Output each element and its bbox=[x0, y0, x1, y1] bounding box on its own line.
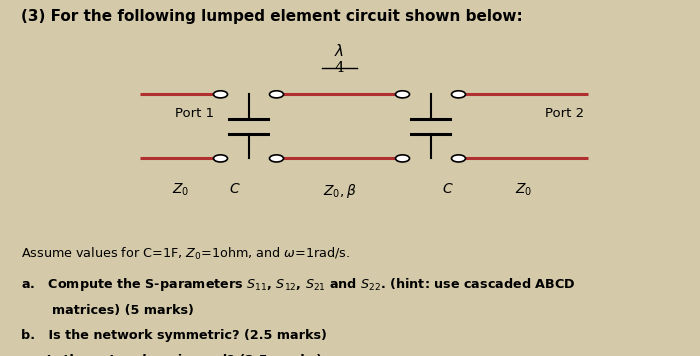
Text: $C$: $C$ bbox=[229, 182, 240, 195]
Text: Port 2: Port 2 bbox=[545, 108, 584, 120]
Circle shape bbox=[395, 91, 409, 98]
Text: matrices) (5 marks): matrices) (5 marks) bbox=[52, 304, 195, 318]
Circle shape bbox=[270, 155, 284, 162]
Text: (3) For the following lumped element circuit shown below:: (3) For the following lumped element cir… bbox=[21, 9, 523, 24]
Circle shape bbox=[452, 91, 466, 98]
Text: a.   Compute the S-parameters $S_{11}$, $S_{12}$, $S_{21}$ and $S_{22}$. (hint: : a. Compute the S-parameters $S_{11}$, $S… bbox=[21, 276, 575, 293]
Circle shape bbox=[214, 91, 228, 98]
Text: $Z_0$: $Z_0$ bbox=[172, 182, 189, 198]
Text: $\lambda$: $\lambda$ bbox=[335, 43, 344, 59]
Text: b.   Is the network symmetric? (2.5 marks): b. Is the network symmetric? (2.5 marks) bbox=[21, 329, 327, 342]
Text: $Z_0$: $Z_0$ bbox=[514, 182, 532, 198]
Text: $C$: $C$ bbox=[442, 182, 454, 195]
Circle shape bbox=[270, 91, 284, 98]
Circle shape bbox=[452, 155, 466, 162]
Text: Port 1: Port 1 bbox=[175, 108, 214, 120]
Circle shape bbox=[395, 155, 409, 162]
Circle shape bbox=[214, 155, 228, 162]
Text: 4: 4 bbox=[335, 61, 344, 75]
Text: Assume values for C=1F, $Z_0$=1ohm, and $\omega$=1rad/s.: Assume values for C=1F, $Z_0$=1ohm, and … bbox=[21, 246, 350, 262]
Text: c.   Is the network reciprocal? (2.5 marks): c. Is the network reciprocal? (2.5 marks… bbox=[21, 354, 322, 356]
Text: $Z_0, \beta$: $Z_0, \beta$ bbox=[323, 182, 356, 200]
